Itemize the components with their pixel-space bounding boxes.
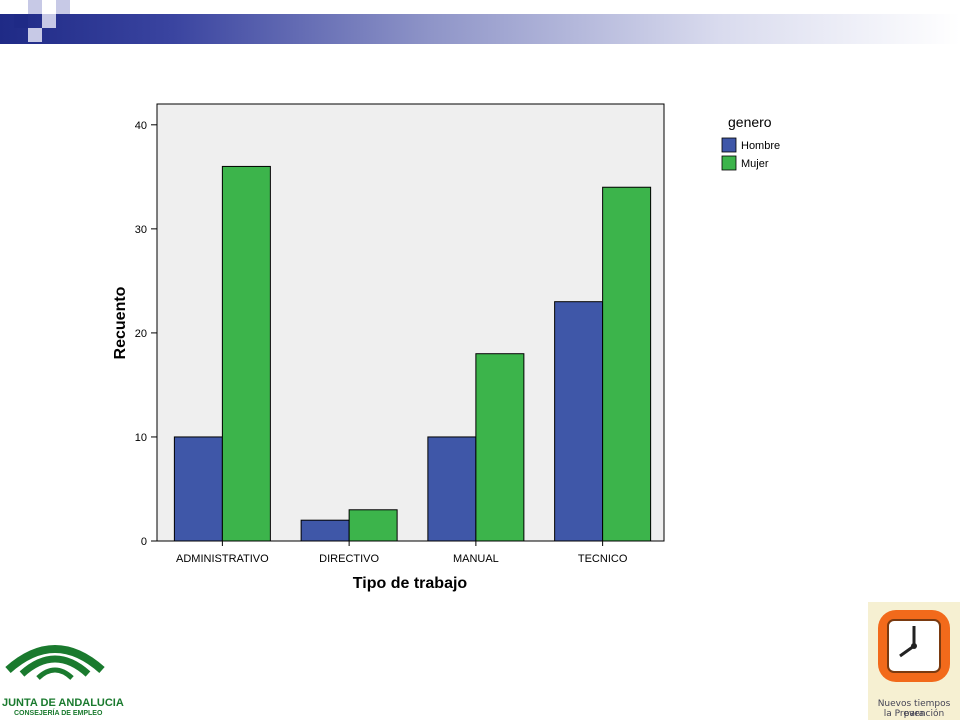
x-tick-label: ADMINISTRATIVO bbox=[176, 553, 269, 565]
bar-hombre-directivo bbox=[300, 519, 350, 542]
header-square-light-2 bbox=[42, 14, 56, 28]
legend-swatch-mujer bbox=[721, 155, 737, 171]
legend: genero Hombre Mujer bbox=[721, 114, 780, 171]
bar-hombre-administrativo bbox=[173, 436, 223, 542]
logo-right-line2: la Prevención bbox=[883, 709, 945, 719]
x-axis-title: Tipo de trabajo bbox=[353, 575, 468, 592]
legend-swatch-hombre bbox=[721, 137, 737, 153]
y-tick-label: 40 bbox=[135, 120, 147, 132]
x-tick-label: TECNICO bbox=[578, 553, 628, 565]
bar-mujer-tecnico bbox=[602, 186, 652, 542]
bar-mujer-directivo bbox=[348, 509, 398, 542]
junta-andalucia-logo bbox=[5, 645, 105, 680]
x-tick-label: MANUAL bbox=[453, 553, 499, 565]
bar-chart: 0 10 20 30 40 ADMINISTRATIVO DIRECTIVO MANUAL T… bbox=[112, 103, 780, 592]
bar-mujer-administrativo bbox=[221, 165, 271, 542]
header-square-light-4 bbox=[56, 0, 70, 14]
logo-left-line1: JUNTA DE ANDALUCIA bbox=[2, 697, 124, 709]
header-square-light-3 bbox=[28, 28, 42, 42]
bar-hombre-tecnico bbox=[554, 301, 604, 542]
logo-right-line1: Nuevos tiempos para bbox=[877, 699, 951, 719]
y-axis-title: Recuento bbox=[112, 286, 129, 359]
bar-mujer-manual bbox=[475, 353, 525, 542]
bar-hombre-manual bbox=[427, 436, 477, 542]
logo-left-line2: CONSEJERÍA DE EMPLEO bbox=[14, 710, 103, 717]
header-square-dark bbox=[14, 14, 28, 28]
y-tick-label: 20 bbox=[135, 328, 147, 340]
legend-label-mujer: Mujer bbox=[741, 158, 769, 170]
header-gradient-band bbox=[0, 14, 960, 44]
clock-icon bbox=[878, 610, 950, 682]
legend-title: genero bbox=[728, 114, 772, 130]
y-tick-label: 30 bbox=[135, 224, 147, 236]
legend-label-hombre: Hombre bbox=[741, 140, 780, 152]
y-tick-label: 10 bbox=[135, 432, 147, 444]
y-tick-label: 0 bbox=[141, 536, 147, 548]
header-square-light-1 bbox=[28, 0, 42, 14]
x-tick-label: DIRECTIVO bbox=[319, 553, 379, 565]
